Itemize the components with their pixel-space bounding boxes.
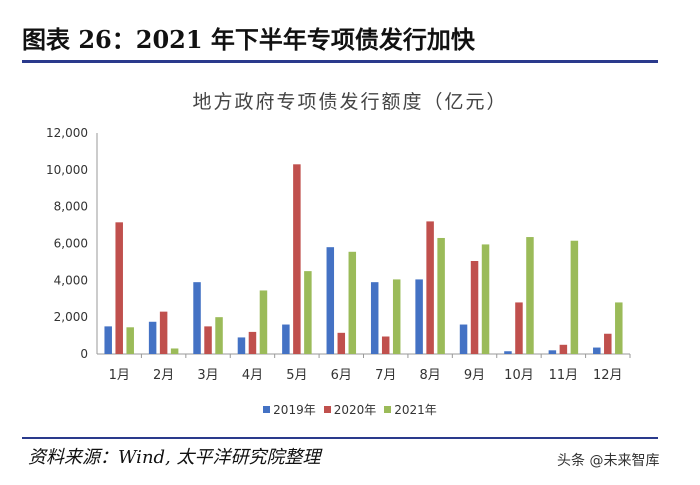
legend-label: 2020年	[333, 403, 377, 417]
chart-legend: 2019年 2020年 2021年	[0, 401, 700, 418]
bar-2020年-4月	[248, 331, 257, 354]
watermark: 头条 @未来智库	[557, 450, 659, 470]
bar-2020年-11月	[559, 344, 568, 354]
bar-2021年-12月	[615, 302, 623, 354]
bar-2019年-7月	[370, 282, 379, 354]
legend-label: 2021年	[394, 403, 437, 417]
legend-swatch	[384, 406, 392, 413]
bar-2019年-10月	[504, 351, 512, 354]
bar-2020年-7月	[381, 336, 390, 354]
bar-2021年-5月	[304, 271, 312, 354]
figure-title: 图表 26：2021 年下半年专项债发行加快	[22, 25, 475, 54]
bar-2020年-5月	[293, 164, 301, 354]
bar-2020年-3月	[204, 326, 212, 354]
bar-2021年-1月	[126, 327, 134, 354]
y-tick-label: 8,000	[54, 200, 88, 214]
bar-2019年-8月	[415, 279, 423, 354]
y-tick-label: 4,000	[54, 273, 88, 287]
bar-2021年-10月	[526, 237, 534, 354]
bar-2019年-3月	[193, 282, 201, 354]
bar-2019年-9月	[459, 324, 468, 354]
bar-2020年-6月	[337, 332, 346, 354]
y-tick-label: 0	[80, 347, 88, 361]
chart-title: 地方政府专项债发行额度（亿元）	[192, 91, 508, 113]
x-tick-label: 11月	[549, 368, 579, 383]
bar-2021年-8月	[437, 237, 445, 354]
x-tick-label: 10月	[504, 368, 534, 383]
legend-swatch	[323, 406, 331, 413]
bar-2019年-6月	[326, 247, 335, 354]
legend-swatch	[263, 406, 271, 413]
y-tick-label: 10,000	[46, 163, 88, 177]
bar-2021年-2月	[170, 348, 179, 354]
x-tick-label: 3月	[197, 368, 218, 383]
bar-2020年-1月	[115, 222, 123, 354]
bar-2021年-11月	[570, 240, 579, 354]
y-tick-label: 12,000	[46, 126, 88, 140]
x-tick-label: 1月	[109, 368, 130, 383]
bar-2021年-4月	[259, 290, 268, 354]
x-tick-label: 2月	[153, 368, 174, 383]
legend-item: 2020年	[323, 401, 377, 418]
bar-2020年-12月	[604, 333, 612, 354]
watermark-text: 头条 @未来智库	[557, 453, 660, 469]
bar-2021年-6月	[348, 251, 357, 354]
bottom-divider	[22, 437, 658, 439]
y-tick-label: 6,000	[54, 237, 88, 251]
bar-2021年-7月	[392, 279, 401, 354]
bar-2020年-8月	[426, 221, 434, 354]
legend-item: 2021年	[384, 401, 437, 418]
x-tick-label: 4月	[242, 368, 263, 383]
bar-2019年-2月	[148, 321, 157, 354]
x-tick-label: 7月	[375, 368, 396, 383]
bar-2021年-9月	[481, 244, 490, 354]
x-tick-label: 8月	[419, 368, 440, 383]
x-tick-label: 6月	[331, 368, 352, 383]
bar-2019年-12月	[593, 347, 601, 354]
y-tick-label: 2,000	[54, 310, 88, 324]
x-tick-label: 5月	[286, 368, 307, 383]
bar-2020年-9月	[470, 260, 479, 354]
bar-2019年-5月	[282, 324, 290, 354]
top-divider	[22, 60, 658, 63]
bar-2020年-2月	[159, 311, 168, 354]
source-note: 资料来源：Wind, 太平洋研究院整理	[28, 447, 321, 468]
bar-2019年-4月	[237, 337, 246, 354]
x-tick-label: 9月	[464, 368, 485, 383]
bar-2020年-10月	[515, 302, 523, 354]
legend-item: 2019年	[263, 401, 316, 418]
x-tick-label: 12月	[593, 368, 623, 383]
legend-label: 2019年	[273, 403, 316, 417]
bar-2021年-3月	[215, 317, 223, 354]
bar-2019年-11月	[548, 350, 557, 354]
bar-2019年-1月	[104, 326, 112, 354]
